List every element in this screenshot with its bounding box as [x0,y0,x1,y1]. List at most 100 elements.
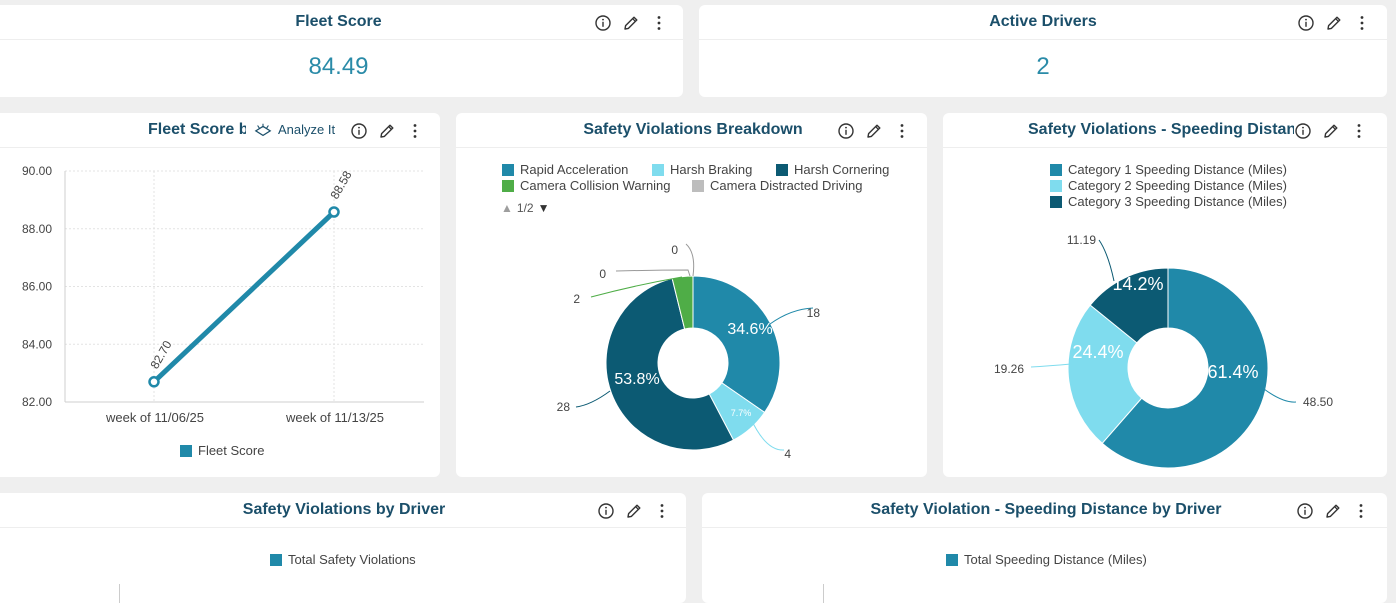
analyze-it-button[interactable]: Analyze It [248,121,336,137]
y-axis-line [119,584,120,603]
edit-icon[interactable] [378,122,396,140]
legend-item-category-1[interactable]: Category 1 Speeding Distance (Miles) [1050,162,1287,177]
legend-label: Camera Collision Warning [520,178,671,193]
card-header: Safety Violations by Driver [0,493,686,528]
card-title: Fleet Score b [148,121,246,138]
more-options-icon[interactable] [406,122,424,140]
edit-icon[interactable] [865,122,883,140]
donut-slice [605,277,735,451]
card-toolbar [837,122,911,140]
card-toolbar [1294,122,1368,140]
slice-percent-label: 7.7% [731,408,752,418]
card-title: Fleet Score [295,13,382,30]
legend-pager: ▲ 1/2 ▼ [501,201,549,215]
legend-item-harsh-braking[interactable]: Harsh Braking [652,162,752,177]
speeding-by-driver-card: Safety Violation - Speeding Distance by … [702,493,1387,603]
data-point [328,206,340,218]
fleet-score-value: 84.49 [308,53,369,80]
info-icon[interactable] [350,122,368,140]
violations-breakdown-donut: 34.6% 7.7% 53.8% 18 4 28 2 0 0 [557,243,821,461]
fleet-score-line-chart: 90.00 88.00 86.00 84.00 82.00 week of 11/06/2… [22,164,424,425]
info-icon[interactable] [837,122,855,140]
card-header: Fleet Score [0,5,683,40]
leader-line [1263,388,1297,403]
pager-label: 1/2 [516,201,534,215]
edit-icon[interactable] [622,14,640,32]
info-icon[interactable] [594,14,612,32]
donut-slice [692,275,781,414]
legend-item-category-3[interactable]: Category 3 Speeding Distance (Miles) [1050,194,1287,209]
leader-line [590,276,683,298]
slice-percent-label: 14.2% [1112,274,1163,294]
slice-value-label: 0 [599,267,606,281]
info-icon[interactable] [1294,122,1312,140]
leader-line [1030,363,1072,368]
legend-label: Fleet Score [198,443,265,458]
leader-line [750,418,785,451]
legend-item-camera-distracted-driving[interactable]: Camera Distracted Driving [692,178,862,193]
card-toolbar [1296,502,1370,520]
legend-swatch [180,444,192,457]
more-options-icon[interactable] [650,14,668,32]
active-drivers-value: 2 [1036,53,1050,80]
pager-next-icon[interactable]: ▼ [537,201,550,215]
info-icon[interactable] [597,502,615,520]
slice-value-label: 28 [557,400,571,414]
leader-line [1098,239,1115,282]
y-axis-line [823,584,824,603]
slice-percent-label: 61.4% [1207,362,1258,382]
card-toolbar [350,122,424,140]
legend-swatch [502,163,514,176]
pager-prev-icon[interactable]: ▲ [501,201,513,215]
speeding-by-driver-legend[interactable]: Total Speeding Distance (Miles) [946,552,1147,567]
legend-swatch [1050,195,1062,208]
y-tick-label: 82.00 [22,395,52,409]
slice-value-label: 4 [784,447,791,461]
donut-slice [1101,267,1269,469]
fleet-score-card: Fleet Score 84.49 [0,5,683,97]
legend-label: Category 1 Speeding Distance (Miles) [1068,162,1287,177]
legend-item-category-2[interactable]: Category 2 Speeding Distance (Miles) [1050,178,1287,193]
edit-icon[interactable] [625,502,643,520]
x-tick-label: week of 11/06/25 [105,410,204,425]
edit-icon[interactable] [1325,14,1343,32]
series-line [151,209,337,385]
speeding-distance-donut: 61.4% 24.4% 14.2% 48.50 19.26 11.19 [994,233,1333,469]
more-options-icon[interactable] [653,502,671,520]
line-legend[interactable]: Fleet Score [180,443,264,458]
card-header: Safety Violation - Speeding Distance by … [702,493,1387,528]
slice-percent-label: 53.8% [614,371,659,388]
more-options-icon[interactable] [1350,122,1368,140]
leader-line [769,307,814,325]
edit-icon[interactable] [1324,502,1342,520]
slice-percent-label: 34.6% [727,321,772,338]
legend-item-camera-collision-warning[interactable]: Camera Collision Warning [502,178,671,193]
card-toolbar [597,502,671,520]
y-tick-label: 84.00 [22,337,52,351]
y-tick-label: 86.00 [22,280,52,294]
info-icon[interactable] [1297,14,1315,32]
info-icon[interactable] [1296,502,1314,520]
leader-line [685,243,695,277]
more-options-icon[interactable] [1352,502,1370,520]
data-label: 88.58 [327,168,354,201]
leader-line [575,390,611,408]
active-drivers-card: Active Drivers 2 [699,5,1387,97]
legend-swatch [1050,179,1062,192]
legend-label: Harsh Cornering [794,162,890,177]
legend-label: Category 3 Speeding Distance (Miles) [1068,194,1287,209]
by-driver-legend[interactable]: Total Safety Violations [270,552,416,567]
legend-item-rapid-acceleration[interactable]: Rapid Acceleration [502,162,628,177]
edit-icon[interactable] [1322,122,1340,140]
more-options-icon[interactable] [1353,14,1371,32]
donut-slice [1067,304,1143,445]
legend-label: Total Speeding Distance (Miles) [964,552,1147,567]
safety-violations-breakdown-card: Safety Violations Breakdown Rapid Accele… [456,113,927,477]
legend-swatch [776,163,788,176]
slice-value-label: 2 [573,292,580,306]
legend-swatch [692,179,704,192]
more-options-icon[interactable] [893,122,911,140]
fleet-score-trend-card: Fleet Score b Analyze It 90.00 88.00 86.00… [0,113,440,477]
legend-item-harsh-cornering[interactable]: Harsh Cornering [776,162,889,177]
legend-label: Total Safety Violations [288,552,416,567]
